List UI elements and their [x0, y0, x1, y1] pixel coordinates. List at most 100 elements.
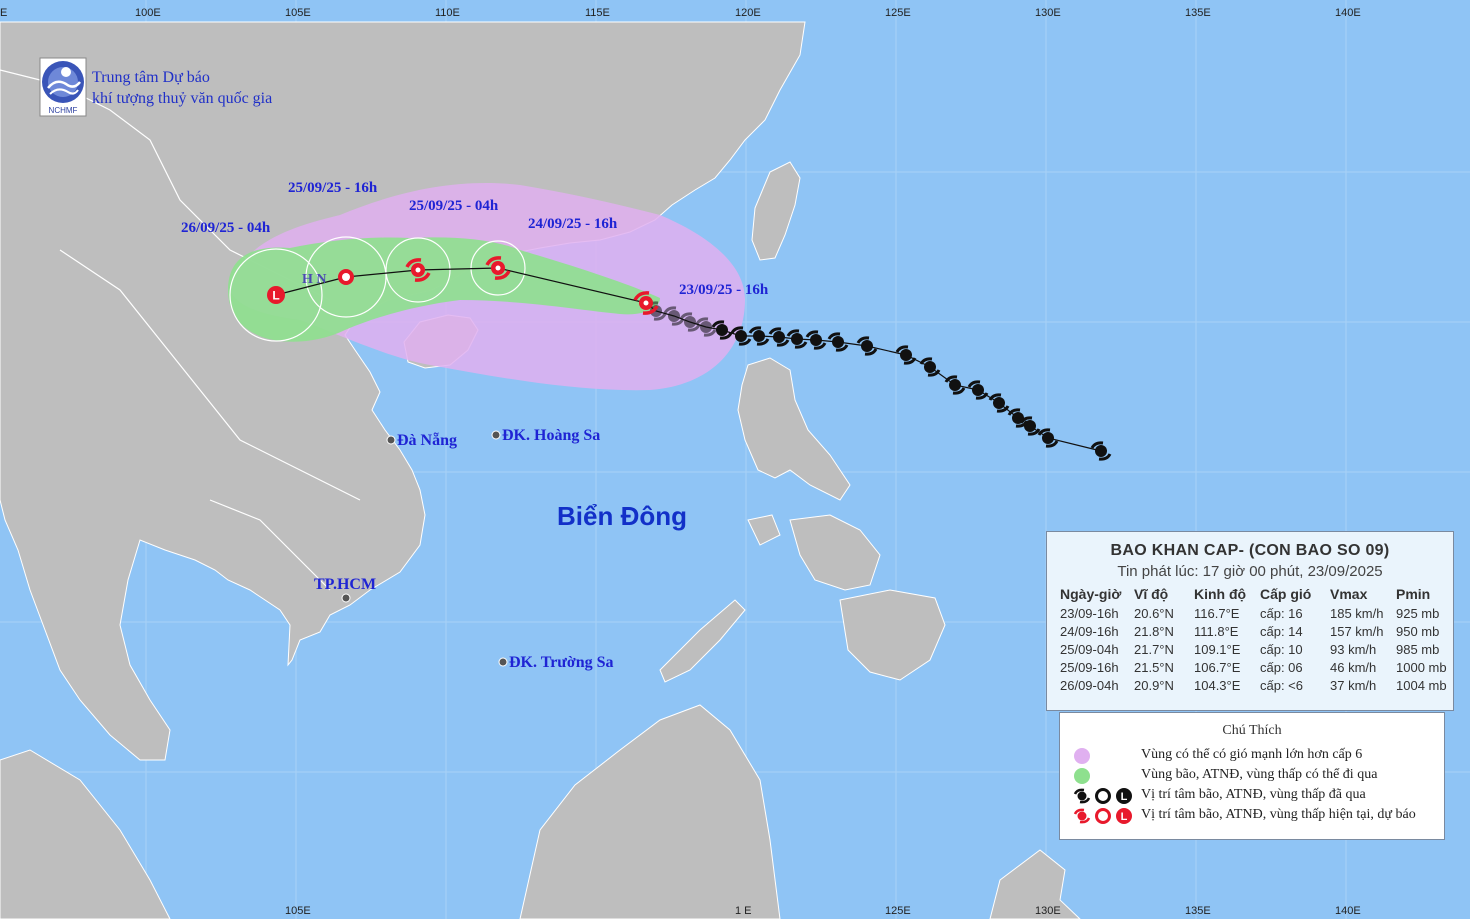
cell: cấp: 14: [1260, 623, 1303, 639]
bulletin-issued: Tin phát lúc: 17 giờ 00 phút, 23/09/2025: [1117, 563, 1383, 580]
top-tick-0: E: [0, 7, 8, 19]
cell: 25/09-04h: [1060, 641, 1119, 657]
bottom-tick-5: 140E: [1335, 905, 1361, 917]
top-tick-8: 135E: [1185, 7, 1211, 19]
current-symbols-icon: L: [1073, 808, 1132, 824]
visayas: [789, 514, 881, 591]
track-label-t4: 25/09/25 - 16h: [288, 180, 378, 196]
cell: 1000 mb: [1396, 659, 1447, 675]
past-typhoon-icon: [663, 306, 685, 326]
past-typhoon-icon: [1090, 441, 1112, 461]
bottom-tick-1: 1 E: [735, 905, 752, 917]
cell: 26/09-04h: [1060, 677, 1119, 693]
bottom-tick-2: 125E: [885, 905, 911, 917]
legend-low-letter-red: L: [1121, 811, 1128, 823]
past-typhoon-icon: [711, 320, 733, 340]
luzon: [737, 357, 851, 501]
col-pmin: Pmin: [1396, 586, 1431, 602]
cell: 104.3°E: [1194, 677, 1241, 693]
label-truongsa: ĐK. Trường Sa: [509, 654, 614, 671]
legend-text: Vùng có thể có gió mạnh lớn hơn cấp 6: [1141, 747, 1363, 762]
label-danang: Đà Nẵng: [397, 432, 458, 449]
past-typhoon-icon: [786, 329, 808, 349]
bottom-tick-4: 135E: [1185, 905, 1211, 917]
past-symbols-icon: L: [1073, 788, 1132, 804]
mindoro: [747, 514, 781, 546]
past-typhoon-icon: [768, 327, 790, 347]
cell: 985 mb: [1396, 641, 1440, 657]
table-row: 23/09-16h 20.6°N 116.7°E cấp: 16 185 km/h 925…: [1056, 604, 1452, 622]
cell: cấp: <6: [1260, 677, 1304, 693]
past-typhoon-icon: [730, 326, 752, 346]
top-tick-4: 115E: [585, 7, 610, 19]
legend-text: Vùng bão, ATNĐ, vùng thấp có thể đi qua: [1141, 767, 1378, 782]
past-typhoon-icon: [805, 330, 827, 350]
city-dots: [341, 430, 508, 667]
legend-low-letter: L: [1121, 791, 1128, 803]
cell: 20.6°N: [1134, 605, 1174, 621]
cell: 950 mb: [1396, 623, 1440, 639]
past-typhoon-icon: [895, 345, 917, 365]
cell: cấp: 10: [1260, 641, 1303, 657]
past-positions: [645, 301, 1112, 461]
top-tick-2: 105E: [285, 7, 311, 19]
forecast-low-icon: L: [267, 286, 285, 304]
table-row: 25/09-16h 21.5°N 106.7°E cấp: 06 46 km/h 1000…: [1056, 658, 1452, 676]
legend-text: Vị trí tâm bão, ATNĐ, vùng thấp hiện tại…: [1141, 807, 1416, 822]
taiwan: [751, 161, 801, 261]
logo-text: NCHMF: [49, 106, 78, 115]
cell: 23/09-16h: [1060, 605, 1119, 621]
past-typhoon-icon: [919, 357, 941, 377]
borneo: [519, 704, 781, 919]
pink-circle-icon: [1074, 748, 1090, 764]
cell: 1004 mb: [1396, 677, 1447, 693]
past-typhoon-icon: [1007, 408, 1029, 428]
forecast-table: Ngày-giờ Vĩ độ Kinh độ Cấp gió Vmax Pmin…: [1056, 584, 1452, 694]
cell: 21.5°N: [1134, 659, 1174, 675]
cell: 25/09-16h: [1060, 659, 1119, 675]
label-hanoi: H N: [302, 272, 327, 287]
low-marker-letter: L: [272, 289, 279, 303]
table-row: 24/09-16h 21.8°N 111.8°E cấp: 14 157 km/h 950…: [1056, 622, 1452, 640]
top-tick-7: 130E: [1035, 7, 1061, 19]
nchmf-logo: NCHMF: [39, 57, 87, 117]
track-label-t2: 24/09/25 - 16h: [528, 216, 618, 232]
past-typhoon-icon: [856, 336, 878, 356]
cell: 111.8°E: [1194, 623, 1239, 639]
legend-title: Chú Thích: [1222, 723, 1282, 738]
green-circle-icon: [1074, 768, 1090, 784]
col-lat: Vĩ độ: [1134, 586, 1169, 602]
past-typhoon-icon: [967, 380, 989, 400]
org-line-1: Trung tâm Dự báo: [92, 69, 210, 86]
cell: 93 km/h: [1330, 641, 1377, 657]
legend-item-current: L Vị trí tâm bão, ATNĐ, vùng thấp hiện t…: [1060, 805, 1444, 825]
legend-text: Vị trí tâm bão, ATNĐ, vùng thấp đã qua: [1141, 787, 1366, 802]
cell: 20.9°N: [1134, 677, 1174, 693]
mindanao: [839, 589, 946, 681]
cell: 21.7°N: [1134, 641, 1174, 657]
table-header-row: Ngày-giờ Vĩ độ Kinh độ Cấp gió Vmax Pmin: [1056, 584, 1452, 604]
table-row: 25/09-04h 21.7°N 109.1°E cấp: 10 93 km/h 985 …: [1056, 640, 1452, 658]
cell: 37 km/h: [1330, 677, 1377, 693]
past-typhoon-icon: [748, 326, 770, 346]
cell: 24/09-16h: [1060, 623, 1119, 639]
palawan: [659, 599, 746, 683]
top-tick-1: 100E: [135, 7, 161, 19]
col-datetime: Ngày-giờ: [1060, 586, 1122, 602]
forecast-positions: L: [267, 256, 659, 315]
track-label-t5: 26/09/25 - 04h: [181, 220, 271, 236]
current-typhoon-icon: [633, 291, 659, 315]
uncertainty-circles: [229, 236, 526, 342]
forecast-depression-icon: [338, 269, 354, 285]
col-vmax: Vmax: [1330, 586, 1368, 602]
bottom-tick-3: 130E: [1035, 905, 1061, 917]
table-row: 26/09-04h 20.9°N 104.3°E cấp: <6 37 km/h 1004…: [1056, 676, 1452, 694]
cell: 185 km/h: [1330, 605, 1384, 621]
legend-item-past: L Vị trí tâm bão, ATNĐ, vùng thấp đã qua: [1060, 785, 1444, 805]
label-hoangsa: ĐK. Hoàng Sa: [502, 427, 601, 444]
past-typhoon-icon: [988, 393, 1010, 413]
cell: 925 mb: [1396, 605, 1440, 621]
top-tick-6: 125E: [885, 7, 911, 19]
cell: 116.7°E: [1194, 605, 1240, 621]
